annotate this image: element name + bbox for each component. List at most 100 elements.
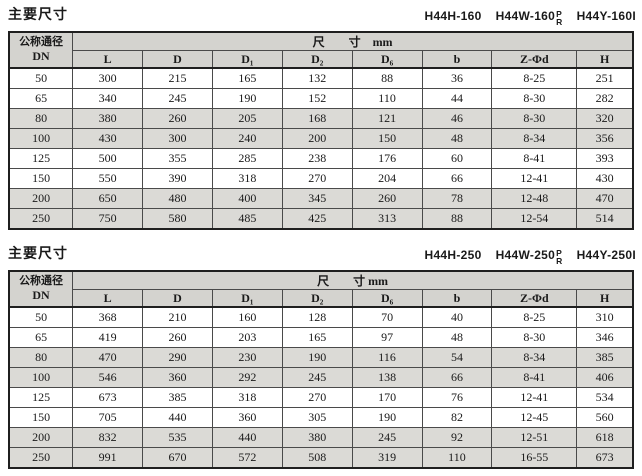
table-cell: 400 bbox=[211, 188, 283, 209]
table-cell: 12-41 bbox=[491, 168, 578, 189]
table-cell: 650 bbox=[72, 188, 144, 209]
table-cell: 8-34 bbox=[491, 347, 578, 368]
table-cell: 270 bbox=[281, 168, 353, 189]
table-cell: 100 bbox=[8, 128, 74, 149]
table-cell: 393 bbox=[576, 148, 634, 169]
table-cell: 238 bbox=[281, 148, 353, 169]
column-header: b bbox=[421, 289, 493, 308]
table-row: 50 300 215 165 132 88 36 8-25 251 bbox=[8, 67, 634, 89]
table-cell: 92 bbox=[421, 427, 493, 448]
table-body: 50 300 215 165 132 88 36 8-25 251 65 340 245 190 152 1… bbox=[8, 67, 634, 230]
table-row: 150 550 390 318 270 204 66 12-41 430 bbox=[8, 168, 634, 189]
header-row-columns: L D D₁ D₂ D₆ b Z-Φd H bbox=[9, 50, 634, 69]
table-cell: 390 bbox=[142, 168, 213, 189]
table-cell: 500 bbox=[72, 148, 144, 169]
table-cell: 190 bbox=[351, 407, 423, 428]
table-body: 50 368 210 160 128 70 40 8-25 310 65 419 260 203 165 9… bbox=[8, 306, 634, 469]
table-cell: 572 bbox=[211, 447, 283, 469]
table-cell: 550 bbox=[72, 168, 144, 189]
table-cell: 356 bbox=[576, 128, 634, 149]
table-cell: 128 bbox=[281, 306, 353, 328]
table-cell: 673 bbox=[72, 387, 144, 408]
variant-stack: P R bbox=[556, 10, 562, 27]
column-header: D₁ bbox=[211, 50, 283, 69]
model-name: H44Y-250I bbox=[576, 248, 636, 262]
table-cell: 991 bbox=[72, 447, 144, 469]
table-cell: 100 bbox=[8, 367, 74, 388]
table-cell: 406 bbox=[576, 367, 634, 388]
table-cell: 360 bbox=[142, 367, 213, 388]
model-name: H44H-160 bbox=[424, 9, 482, 23]
header-row-top: 公称通径 DN 尺 寸 mm bbox=[8, 270, 634, 308]
table-cell: 65 bbox=[8, 327, 74, 348]
table-cell: 205 bbox=[211, 108, 283, 129]
column-header: D bbox=[142, 50, 213, 69]
table-cell: 514 bbox=[576, 208, 634, 230]
table-cell: 168 bbox=[281, 108, 353, 129]
table-row: 65 340 245 190 152 110 44 8-30 282 bbox=[8, 88, 634, 109]
table-cell: 430 bbox=[72, 128, 144, 149]
column-header: D bbox=[142, 289, 213, 308]
table-cell: 190 bbox=[211, 88, 283, 109]
table-cell: 54 bbox=[421, 347, 493, 368]
table-cell: 750 bbox=[72, 208, 144, 230]
table-cell: 285 bbox=[211, 148, 283, 169]
table-cell: 204 bbox=[351, 168, 423, 189]
table-cell: 66 bbox=[421, 367, 493, 388]
dn-sub-label: DN bbox=[32, 288, 50, 303]
table-cell: 250 bbox=[8, 447, 74, 469]
model-list: H44H-250 H44W-250 P R H44Y-250I bbox=[424, 247, 636, 265]
table-cell: 48 bbox=[421, 327, 493, 348]
dn-sub-label: DN bbox=[32, 49, 50, 64]
table-cell: 305 bbox=[281, 407, 353, 428]
column-header: D₆ bbox=[351, 289, 423, 308]
table-cell: 705 bbox=[72, 407, 144, 428]
table-cell: 346 bbox=[576, 327, 634, 348]
table-cell: 425 bbox=[281, 208, 353, 230]
table-cell: 440 bbox=[142, 407, 213, 428]
dn-label: 公称通径 bbox=[19, 35, 64, 48]
table-cell: 190 bbox=[281, 347, 353, 368]
table-row: 65 419 260 203 165 97 48 8-30 346 bbox=[8, 327, 634, 348]
section-title: 主要尺寸 bbox=[8, 6, 68, 22]
table-cell: 508 bbox=[281, 447, 353, 469]
table-row: 125 673 385 318 270 170 76 12-41 534 bbox=[8, 387, 634, 408]
section-header-160: 主要尺寸 H44H-160 H44W-160 P R H44Y-160I bbox=[8, 4, 636, 27]
table-cell: 832 bbox=[72, 427, 144, 448]
table-cell: 560 bbox=[576, 407, 634, 428]
table-cell: 470 bbox=[72, 347, 144, 368]
table-row: 100 430 300 240 200 150 48 8-34 356 bbox=[8, 128, 634, 149]
table-row: 250 750 580 485 425 313 88 12-54 514 bbox=[8, 208, 634, 230]
table-cell: 8-41 bbox=[491, 148, 578, 169]
table-cell: 66 bbox=[421, 168, 493, 189]
table-cell: 150 bbox=[351, 128, 423, 149]
table-row: 80 380 260 205 168 121 46 8-30 320 bbox=[8, 108, 634, 129]
table-cell: 245 bbox=[281, 367, 353, 388]
column-header: b bbox=[421, 50, 493, 69]
table-cell: 8-34 bbox=[491, 128, 578, 149]
table-row: 150 705 440 360 305 190 82 12-45 560 bbox=[8, 407, 634, 428]
table-cell: 8-30 bbox=[491, 327, 578, 348]
column-header: H bbox=[576, 289, 634, 308]
table-cell: 12-51 bbox=[491, 427, 578, 448]
column-header: D₂ bbox=[281, 50, 353, 69]
column-header: D₁ bbox=[211, 289, 283, 308]
table-cell: 385 bbox=[576, 347, 634, 368]
table-cell: 88 bbox=[351, 67, 423, 89]
table-cell: 40 bbox=[421, 306, 493, 328]
table-cell: 12-48 bbox=[491, 188, 578, 209]
table-cell: 318 bbox=[211, 168, 283, 189]
table-cell: 48 bbox=[421, 128, 493, 149]
table-cell: 8-30 bbox=[491, 88, 578, 109]
table-cell: 121 bbox=[351, 108, 423, 129]
table-cell: 150 bbox=[8, 168, 74, 189]
table-cell: 580 bbox=[142, 208, 213, 230]
table-cell: 12-41 bbox=[491, 387, 578, 408]
table-cell: 480 bbox=[142, 188, 213, 209]
model-name-with-variants: H44W-160 P R bbox=[495, 8, 563, 27]
table-cell: 270 bbox=[281, 387, 353, 408]
table-cell: 8-25 bbox=[491, 306, 578, 328]
model-name: H44W-160 bbox=[495, 9, 556, 23]
table-cell: 152 bbox=[281, 88, 353, 109]
table-cell: 80 bbox=[8, 108, 74, 129]
